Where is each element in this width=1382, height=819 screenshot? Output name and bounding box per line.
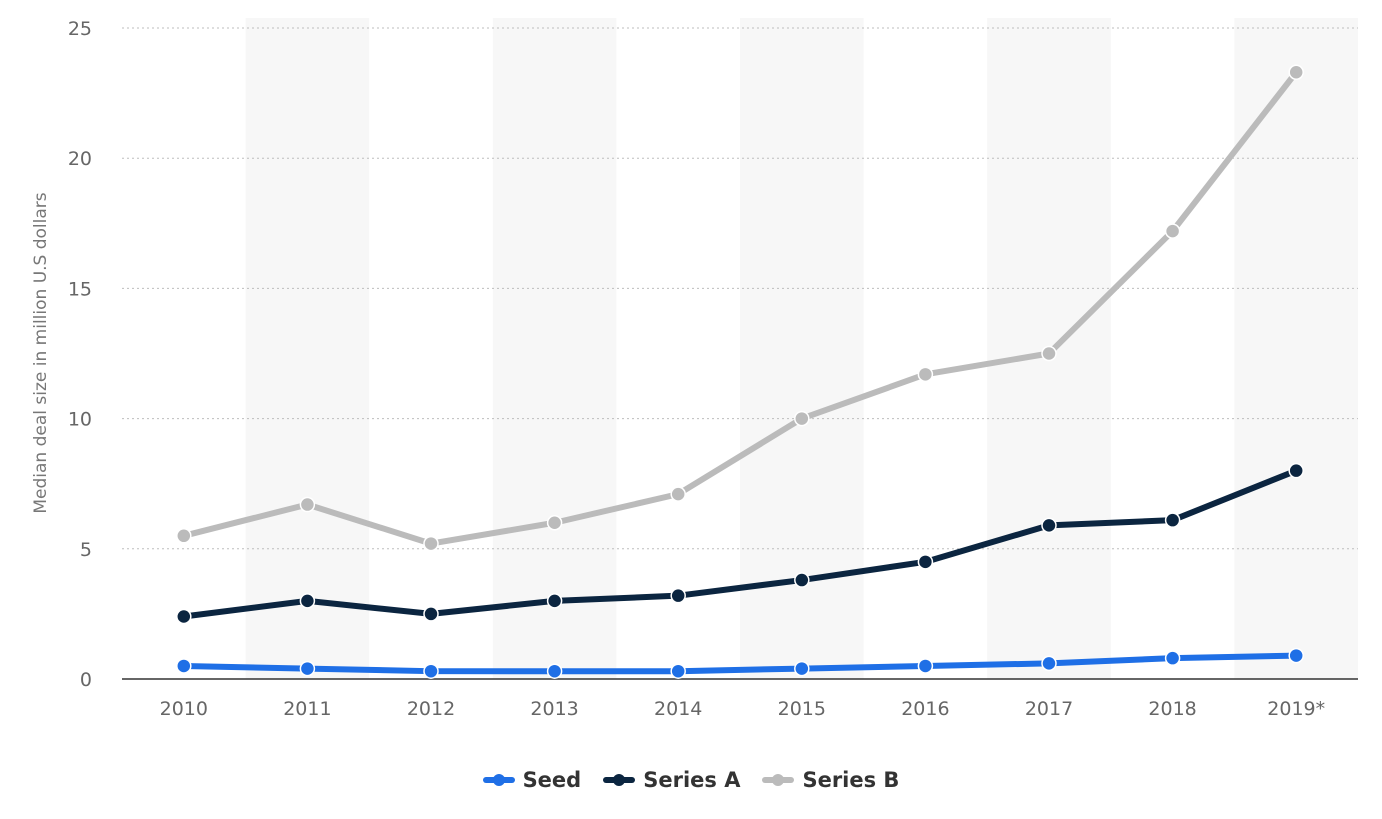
series-line — [180, 69, 1300, 547]
y-tick-label: 10 — [68, 409, 92, 431]
legend-swatch — [603, 774, 636, 786]
data-point[interactable] — [917, 366, 934, 383]
data-point[interactable] — [299, 660, 316, 677]
x-tick-label: 2015 — [778, 698, 826, 720]
data-point[interactable] — [546, 663, 563, 679]
data-point[interactable] — [1164, 512, 1181, 528]
legend: Seed Series A Series B — [0, 768, 1382, 792]
x-tick-label: 2013 — [530, 698, 578, 720]
data-point[interactable] — [1164, 223, 1181, 239]
data-point[interactable] — [423, 606, 439, 622]
column-band — [492, 18, 617, 679]
y-axis-title: Median deal size in million U.S dollars — [31, 192, 51, 513]
data-point[interactable] — [299, 593, 316, 609]
y-tick-label: 20 — [68, 148, 92, 170]
data-point[interactable] — [794, 572, 810, 588]
data-point[interactable] — [1041, 655, 1057, 672]
data-point[interactable] — [299, 496, 316, 513]
data-point[interactable] — [546, 593, 563, 609]
column-band — [740, 18, 864, 679]
data-point[interactable] — [423, 663, 439, 679]
legend-label: Series A — [643, 768, 741, 792]
series-seed — [176, 647, 1304, 679]
gridlines — [122, 27, 1358, 550]
legend-swatch — [762, 774, 795, 786]
legend-label: Series B — [802, 768, 900, 792]
data-point[interactable] — [423, 535, 439, 552]
data-point[interactable] — [176, 528, 192, 544]
data-point[interactable] — [176, 658, 192, 674]
data-point[interactable] — [1041, 345, 1057, 362]
legend-swatch — [482, 774, 515, 786]
series-line — [180, 652, 1300, 675]
x-tick-label: 2016 — [901, 698, 949, 720]
x-tick-label: 2019* — [1267, 698, 1325, 720]
y-axis-ticks: 0 5 10 15 20 25 — [68, 18, 92, 691]
data-point[interactable] — [1288, 64, 1304, 81]
data-point[interactable] — [670, 663, 686, 679]
x-tick-label: 2011 — [283, 698, 331, 720]
x-axis-ticks: 2010 2011 2012 2013 2014 2015 2016 2017 2018 2019… — [160, 698, 1326, 720]
y-tick-label: 25 — [68, 18, 92, 40]
series-series-b — [176, 64, 1304, 552]
x-tick-label: 2017 — [1025, 698, 1073, 720]
y-tick-label: 15 — [68, 278, 92, 300]
data-point[interactable] — [1164, 650, 1181, 666]
series-line — [180, 467, 1300, 620]
data-point[interactable] — [546, 515, 563, 531]
column-band — [1234, 18, 1358, 679]
data-point[interactable] — [917, 554, 934, 570]
x-tick-label: 2018 — [1148, 698, 1196, 720]
legend-item[interactable]: Series A — [603, 768, 740, 792]
legend-label: Seed — [522, 768, 582, 792]
data-point[interactable] — [794, 660, 810, 677]
legend-item[interactable]: Seed — [482, 768, 582, 792]
column-bands — [245, 18, 1358, 679]
y-tick-label: 0 — [80, 669, 92, 691]
series-layer — [176, 64, 1304, 679]
x-tick-label: 2014 — [654, 698, 702, 720]
data-point[interactable] — [1288, 462, 1304, 479]
data-point[interactable] — [670, 587, 686, 604]
data-point[interactable] — [1288, 647, 1304, 664]
series-series-a — [176, 462, 1304, 625]
x-tick-label: 2012 — [407, 698, 455, 720]
column-band — [245, 18, 370, 679]
data-point[interactable] — [794, 410, 810, 427]
legend-item[interactable]: Series B — [762, 768, 899, 792]
data-point[interactable] — [1041, 517, 1057, 534]
y-tick-label: 5 — [80, 539, 92, 561]
data-point[interactable] — [176, 608, 192, 625]
x-tick-label: 2010 — [160, 698, 208, 720]
data-point[interactable] — [670, 486, 686, 502]
data-point[interactable] — [917, 658, 934, 674]
